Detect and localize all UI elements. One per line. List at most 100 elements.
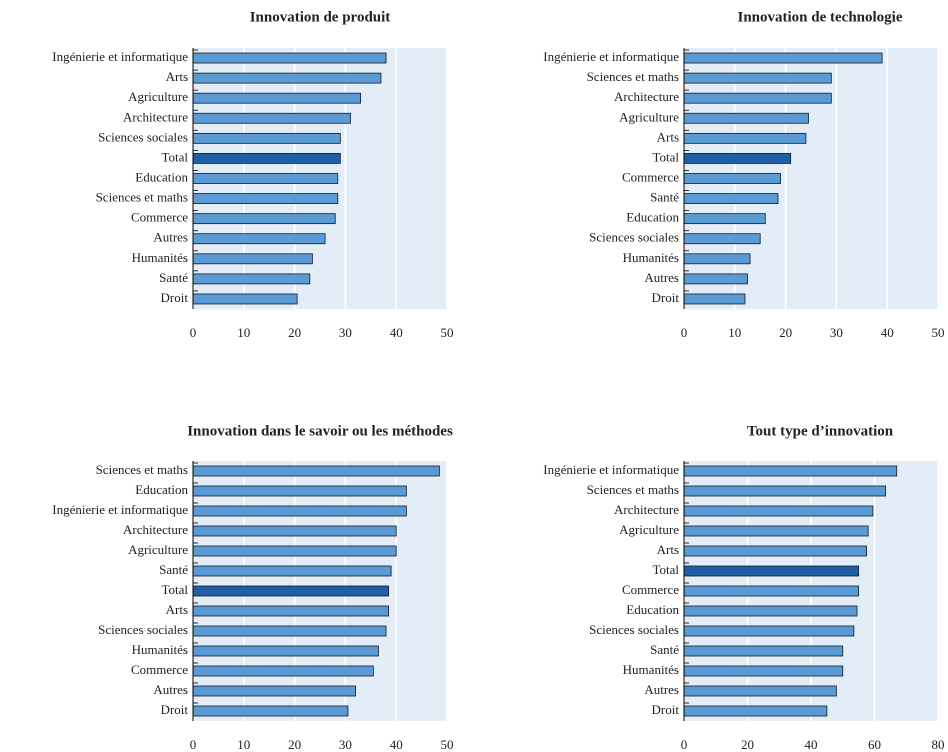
bar [192,485,407,497]
bar [683,153,792,164]
y-tick-label: Droit [652,702,680,717]
y-tick-label: Sciences sociales [589,230,679,245]
x-tick-label: 50 [932,325,945,340]
y-tick-label: Arts [657,542,679,557]
bar [683,213,766,225]
x-tick-label: 50 [441,737,454,752]
bar [192,525,397,537]
y-tick-label: Sciences sociales [589,622,679,637]
x-tick-label: 10 [237,737,250,752]
bar [683,132,807,144]
chart-title: Innovation dans le savoir ou les méthode… [187,423,453,439]
x-tick-label: 40 [805,737,818,752]
y-tick-label: Ingénierie et informatique [52,502,188,517]
bar [192,705,349,717]
bar [683,233,761,245]
bar [683,253,751,265]
bar [192,173,339,184]
bar [192,233,326,245]
y-tick-label: Agriculture [619,109,679,124]
bar [192,193,339,204]
bar [192,565,392,577]
y-tick-label: Education [135,482,188,497]
y-tick-label: Commerce [131,210,188,225]
y-tick-label: Architecture [123,109,188,124]
bar [683,565,860,577]
y-tick-label: Autres [153,682,188,697]
y-tick-label: Arts [166,69,188,84]
y-tick-label: Total [161,582,188,597]
x-tick-label: 20 [741,737,754,752]
y-tick-label: Autres [644,682,679,697]
x-tick-label: 0 [190,325,197,340]
x-tick-label: 40 [390,325,403,340]
x-tick-label: 30 [339,737,352,752]
y-tick-label: Commerce [622,582,679,597]
x-tick-label: 80 [932,737,945,752]
bar [192,52,387,64]
y-tick-label: Sciences sociales [98,622,188,637]
chart-title: Tout type d’innovation [747,423,894,439]
y-tick-label: Autres [644,270,679,285]
y-tick-label: Architecture [614,502,679,517]
x-tick-label: 50 [441,325,454,340]
bar [192,685,356,697]
y-tick-label: Total [652,149,679,164]
bar [683,645,844,657]
y-tick-label: Agriculture [128,542,188,557]
bar [192,132,341,144]
bar [192,92,362,104]
bar [192,72,382,84]
y-tick-label: Droit [161,702,189,717]
bar [683,505,874,517]
y-tick-label: Ingénierie et informatique [52,49,188,64]
bar [683,72,832,84]
x-tick-label: 10 [237,325,250,340]
bar [683,605,858,617]
bar [192,625,387,637]
bar [192,545,397,557]
y-tick-label: Commerce [622,169,679,184]
y-tick-label: Arts [657,129,679,144]
y-tick-label: Humanités [132,250,188,265]
y-tick-label: Sciences et maths [587,69,679,84]
y-tick-label: Sciences et maths [587,482,679,497]
bar [192,645,379,657]
y-tick-label: Humanités [623,250,679,265]
bar [683,92,832,104]
y-tick-label: Education [626,210,679,225]
bar [192,465,440,477]
bar [192,153,341,164]
y-tick-label: Sciences et maths [96,462,188,477]
y-tick-label: Education [626,602,679,617]
bar [683,293,746,305]
y-tick-label: Droit [652,290,680,305]
bar [192,253,313,265]
y-tick-label: Humanités [623,662,679,677]
bar [683,465,898,477]
y-tick-label: Droit [161,290,189,305]
bar [683,685,837,697]
y-tick-label: Arts [166,602,188,617]
y-tick-label: Architecture [123,522,188,537]
bar [683,485,887,497]
x-tick-label: 0 [681,737,688,752]
bar [683,665,844,677]
bar [192,293,298,305]
y-tick-label: Humanités [132,642,188,657]
y-tick-label: Santé [650,190,679,205]
x-tick-label: 20 [779,325,792,340]
x-tick-label: 0 [681,325,688,340]
bar [192,273,311,285]
y-tick-label: Ingénierie et informatique [543,462,679,477]
y-tick-label: Architecture [614,89,679,104]
bar [192,585,389,597]
y-tick-label: Total [652,562,679,577]
y-tick-label: Sciences et maths [96,190,188,205]
y-tick-label: Sciences sociales [98,129,188,144]
bar [683,705,828,717]
y-tick-label: Autres [153,230,188,245]
bar [683,585,860,597]
y-tick-label: Agriculture [128,89,188,104]
